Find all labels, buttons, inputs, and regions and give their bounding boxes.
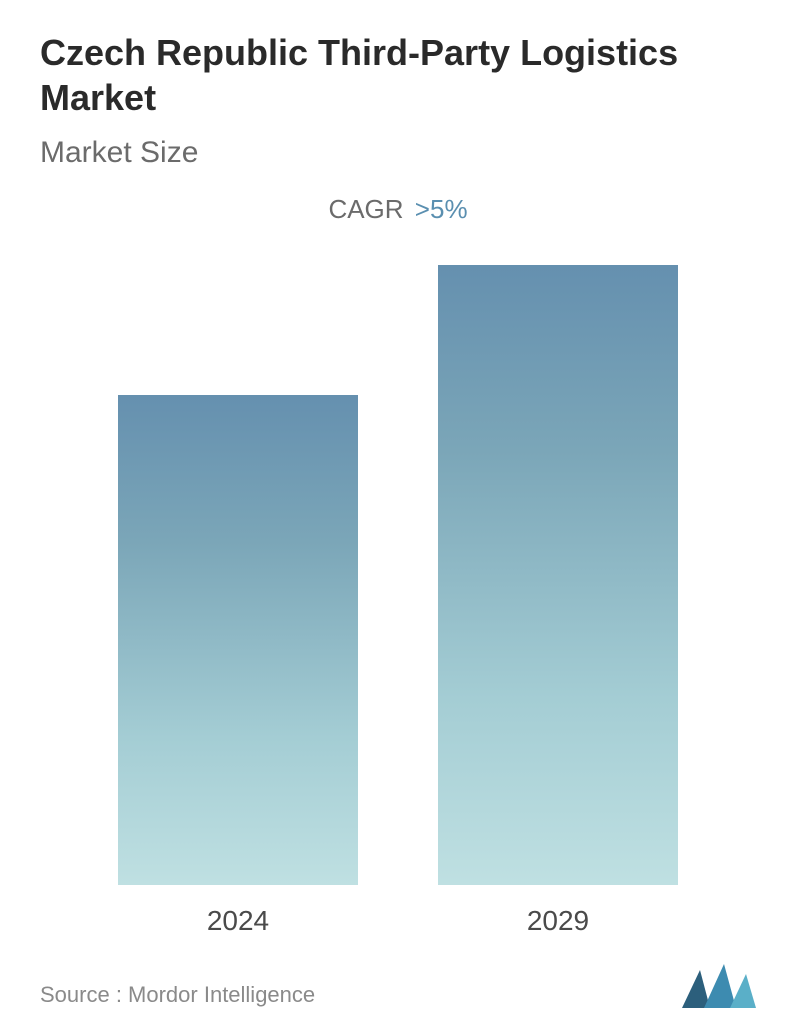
- bar-chart: [40, 265, 756, 885]
- bar-2024: [118, 395, 358, 885]
- source-text: Source : Mordor Intelligence: [40, 982, 315, 1008]
- footer: Source : Mordor Intelligence: [40, 964, 756, 1008]
- cagr-indicator: CAGR >5%: [40, 194, 756, 225]
- x-axis-labels: 2024 2029: [40, 905, 756, 937]
- cagr-label: CAGR: [328, 194, 403, 224]
- bar-group-0: [118, 395, 358, 885]
- cagr-value: >5%: [415, 194, 468, 224]
- chart-title: Czech Republic Third-Party Logistics Mar…: [40, 30, 756, 120]
- mordor-logo-icon: [682, 964, 756, 1008]
- x-label-1: 2029: [438, 905, 678, 937]
- bar-group-1: [438, 265, 678, 885]
- chart-subtitle: Market Size: [40, 136, 756, 170]
- x-label-0: 2024: [118, 905, 358, 937]
- bar-2029: [438, 265, 678, 885]
